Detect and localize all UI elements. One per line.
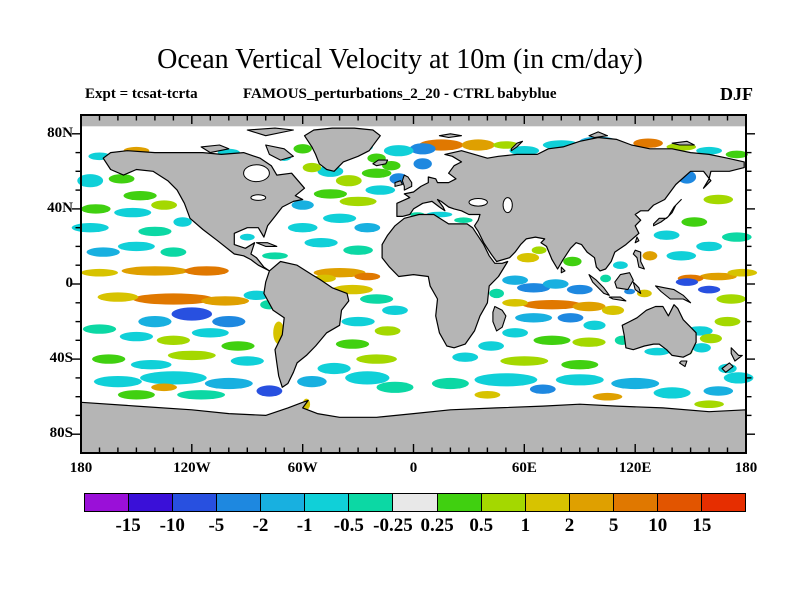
lat-tick-label: 80S <box>49 425 73 442</box>
season-label: DJF <box>720 84 753 104</box>
colorbar-tick-label: 2 <box>564 515 575 536</box>
colorbar-tick-label: 5 <box>608 515 619 536</box>
lat-tick-label: 80N <box>47 124 73 141</box>
colorbar-cell <box>393 494 438 511</box>
colorbar-tick-label: -5 <box>208 515 225 536</box>
lon-tick-label: 0 <box>409 460 418 476</box>
lon-tick-label: 60E <box>511 460 537 476</box>
plot-title: Ocean Vertical Velocity at 10m (in cm/da… <box>157 44 643 75</box>
continents <box>80 127 747 454</box>
colorbar-cell <box>305 494 350 511</box>
colorbar-tick-label: -15 <box>115 515 141 536</box>
colorbar-tick-label: 15 <box>692 515 712 536</box>
colorbar-tick-label: -10 <box>159 515 185 536</box>
colorbar-tick-label: 0.25 <box>420 515 454 536</box>
lat-tick-label: 0 <box>65 275 74 291</box>
colorbar-tick-label: -0.25 <box>373 515 413 536</box>
lon-tick-label: 180 <box>734 460 758 476</box>
colorbar-cell <box>657 494 702 511</box>
colorbar-cell <box>173 494 218 511</box>
colorbar-cell <box>613 494 658 511</box>
colorbar-tick-label: 1 <box>520 515 531 536</box>
lon-tick-label: 120W <box>173 460 211 476</box>
colorbar-tick-label: 0.5 <box>469 515 494 536</box>
colorbar-cell <box>85 494 130 511</box>
colorbar-cell <box>437 494 482 511</box>
colorbar-tick-label: -2 <box>252 515 269 536</box>
lon-tick-label: 60W <box>287 460 318 476</box>
colorbar-tick-label: -1 <box>296 515 313 536</box>
run-label: FAMOUS_perturbations_2_20 - CTRL babyblu… <box>243 86 557 102</box>
anomaly-patches <box>71 136 758 410</box>
colorbar-cell <box>261 494 306 511</box>
lon-tick-label: 120E <box>618 460 652 476</box>
colorbar-tick-label: -0.5 <box>333 515 364 536</box>
world-map-contour-plot <box>71 114 758 454</box>
lon-tick-label: 180 <box>69 460 93 476</box>
colorbar-cell <box>569 494 614 511</box>
colorbar-cell <box>481 494 526 511</box>
colorbar-tick-label: 10 <box>648 515 668 536</box>
map-plot-area <box>71 114 758 454</box>
colorbar-cell <box>129 494 174 511</box>
colorbar-cell <box>217 494 262 511</box>
map-frame <box>80 114 747 454</box>
colorbar <box>84 493 746 512</box>
colorbar-cell <box>701 494 745 511</box>
experiment-label: Expt = tcsat-tcrta <box>85 86 198 102</box>
colorbar-cell <box>349 494 394 511</box>
lat-tick-label: 40N <box>47 199 73 216</box>
lat-tick-label: 40S <box>49 350 73 367</box>
colorbar-cell <box>525 494 570 511</box>
